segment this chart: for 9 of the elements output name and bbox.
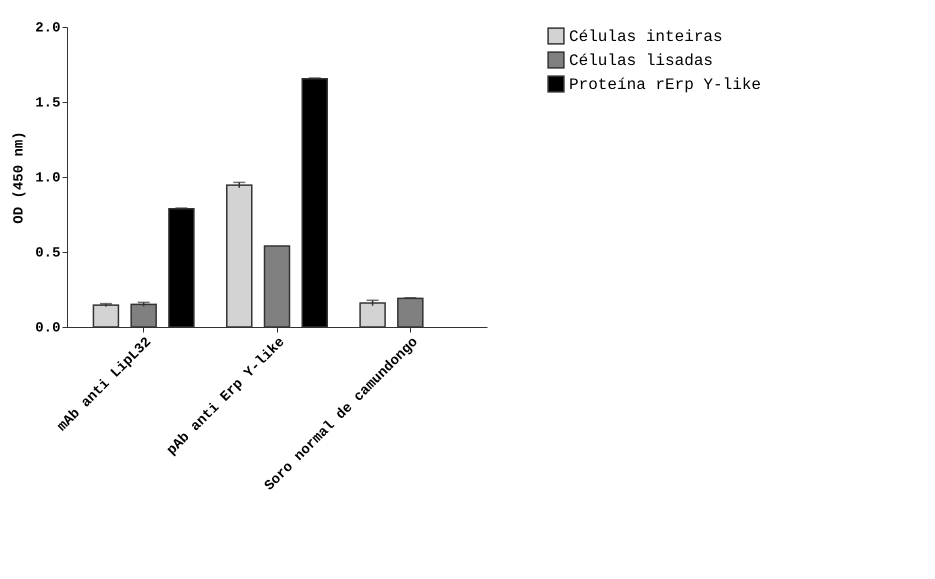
y-tick-label: 0.5 [35, 246, 60, 262]
y-tick-label: 1.5 [35, 96, 60, 112]
legend-label: Células inteiras [569, 28, 723, 46]
y-tick-label: 2.0 [35, 20, 60, 36]
y-axis-title: OD (450 nm) [11, 131, 28, 224]
y-tick-label: 0.0 [35, 320, 60, 336]
legend-label: Células lisadas [569, 52, 714, 70]
legend-label: Proteína rErp Y-like [569, 76, 762, 94]
y-tick-label: 1.0 [35, 170, 60, 186]
